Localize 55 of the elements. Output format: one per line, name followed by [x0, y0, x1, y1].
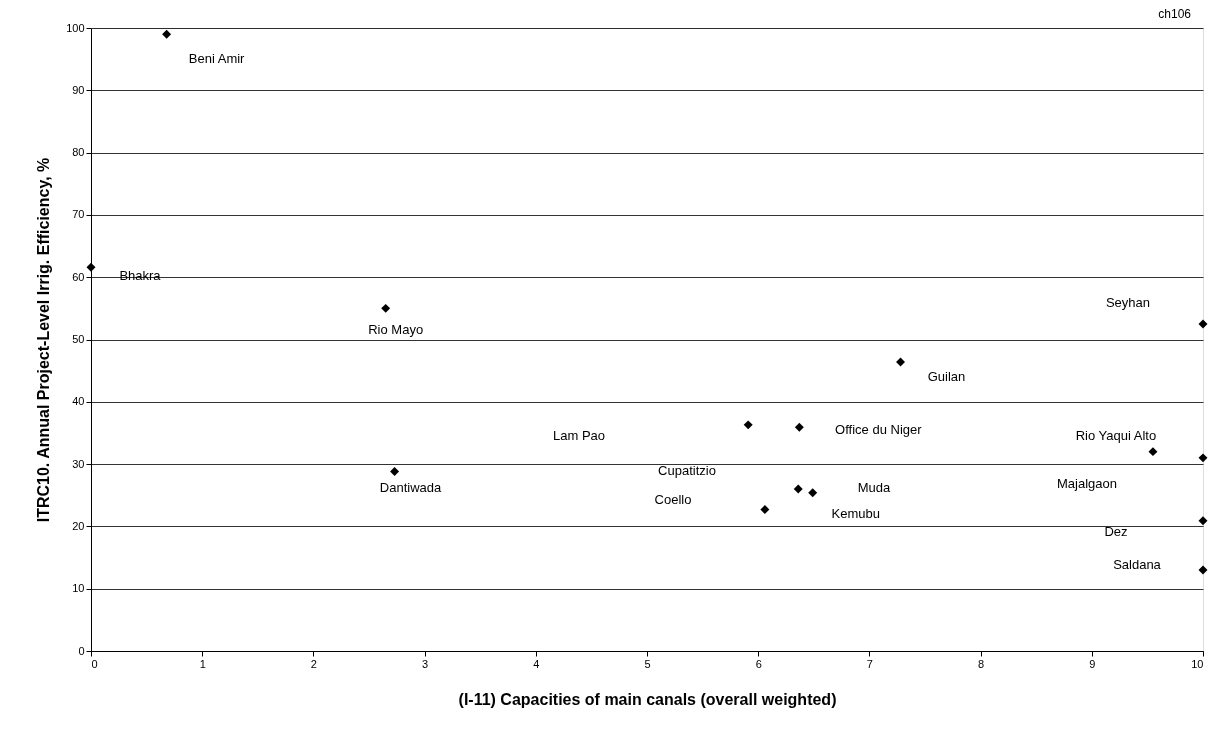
- x-tick-label: 4: [533, 657, 540, 670]
- x-tick-label: 8: [978, 657, 985, 670]
- point: [1198, 319, 1208, 329]
- x-tick-label: 3: [422, 657, 429, 670]
- x-tick-label: 7: [866, 657, 873, 670]
- annotation: Beni Amir: [188, 51, 246, 67]
- point: [1198, 453, 1208, 463]
- annotation: Guilan: [927, 368, 966, 384]
- annotation: Cupatitzio: [658, 463, 716, 478]
- annotation: Dantiwada: [379, 479, 443, 495]
- point: [760, 505, 770, 515]
- y-tick-label: 60: [72, 270, 85, 283]
- x-tick-label: 9: [1089, 657, 1096, 670]
- point: [381, 303, 391, 313]
- annotation: Majalgaon: [1057, 476, 1117, 491]
- point: [896, 357, 906, 367]
- y-axis-title: ITRC10. Annual Project-Level Irrig. Efficiency, %: [35, 157, 53, 523]
- y-tick-label: 30: [72, 457, 85, 470]
- annotation: Rio Yaqui Alto: [1075, 427, 1157, 443]
- annotation: Seyhan: [1105, 295, 1151, 310]
- y-tick-label: 10: [72, 582, 85, 595]
- annotation: Lam Pao: [552, 428, 606, 443]
- annotation: Office du Niger: [835, 422, 923, 438]
- point: [1198, 516, 1208, 526]
- point: [390, 467, 400, 477]
- point: [793, 484, 803, 494]
- point: [1148, 447, 1158, 457]
- point: [743, 420, 753, 430]
- y-tick-label: 100: [66, 21, 85, 34]
- annotation: Muda: [857, 480, 892, 495]
- y-tick-label: 50: [72, 333, 85, 345]
- point: [794, 422, 804, 432]
- y-tick-label: 90: [72, 83, 85, 96]
- annotation: Coello: [654, 492, 692, 507]
- x-tick-label: 5: [644, 657, 651, 670]
- x-tick-label: 2: [310, 657, 317, 670]
- y-tick-label: 40: [72, 395, 85, 408]
- point: [162, 29, 172, 39]
- y-tick-label: 80: [72, 146, 85, 159]
- annotation: Saldana: [1113, 557, 1162, 572]
- annotation: Dez: [1104, 524, 1128, 539]
- y-tick-label: 20: [72, 519, 85, 532]
- x-axis-title: (I-11) Capacities of main canals (overall weighted): [458, 690, 837, 708]
- point: [1198, 565, 1208, 575]
- y-tick-label: 70: [72, 208, 85, 221]
- annotation: Kemubu: [831, 505, 880, 521]
- text: ch106: [1158, 7, 1192, 21]
- x-tick-label: 6: [755, 657, 762, 670]
- x-tick-label: 1: [199, 657, 206, 670]
- x-tick-label: 0: [91, 657, 98, 670]
- point: [86, 262, 96, 272]
- x-tick-label: 10: [1191, 657, 1204, 670]
- point: [808, 488, 818, 498]
- annotation: Rio Mayo: [368, 322, 424, 338]
- y-tick-label: 0: [78, 644, 85, 657]
